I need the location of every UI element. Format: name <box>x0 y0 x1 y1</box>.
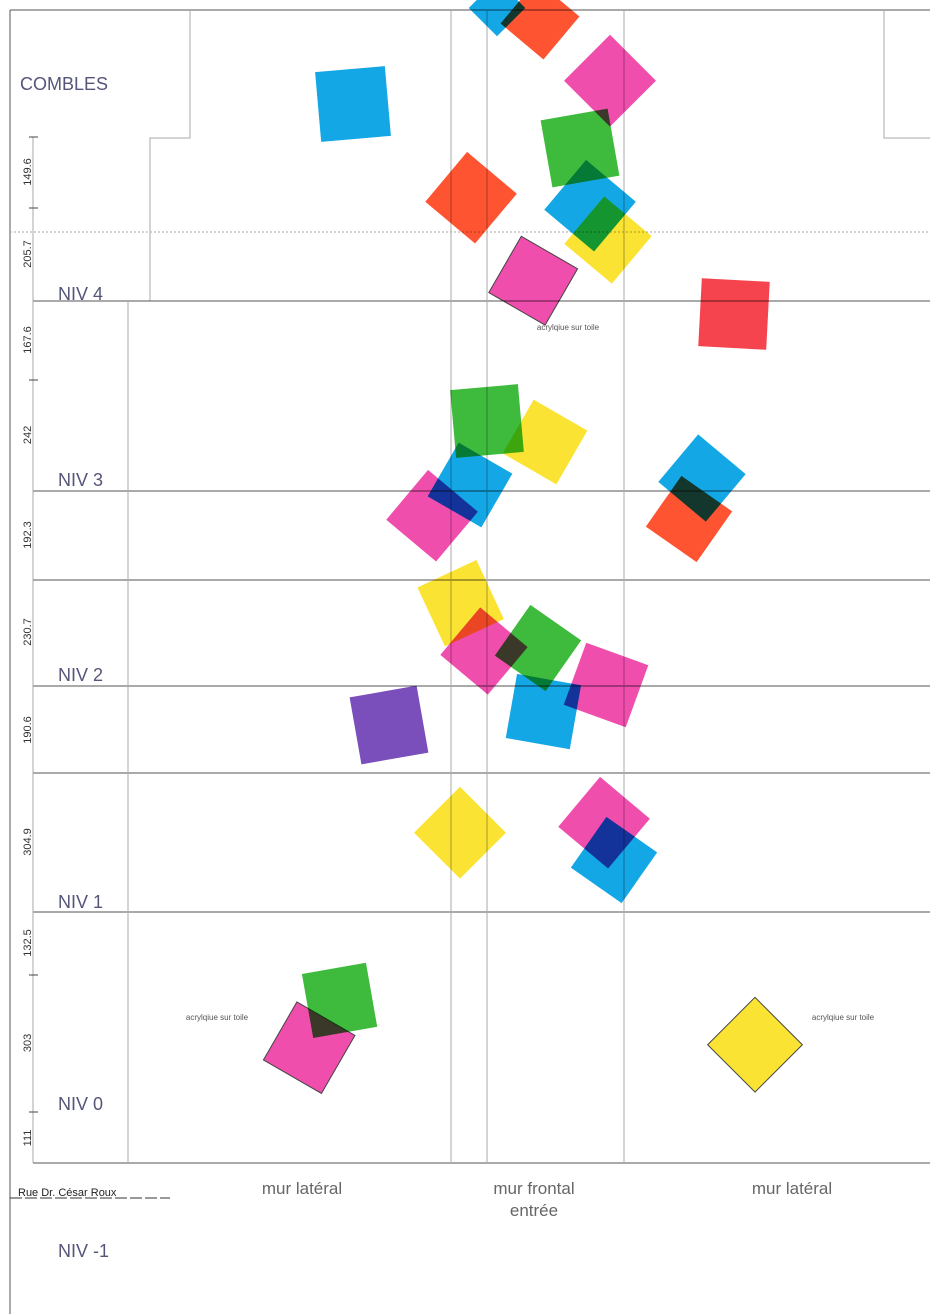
painting-squares <box>262 0 804 1095</box>
dimension-label: 205.7 <box>22 240 34 268</box>
level-label: NIV 4 <box>58 284 103 304</box>
dimension-label: 192.3 <box>22 521 34 549</box>
street-label: Rue Dr. César Roux <box>18 1187 117 1199</box>
dimension-label: 167.6 <box>22 326 34 354</box>
wall-label: mur latéral <box>262 1179 342 1198</box>
dimension-label: 304.9 <box>22 828 34 856</box>
dimension-label: 132.5 <box>22 929 34 957</box>
level-label: NIV 2 <box>58 665 103 685</box>
note: acrylqiue sur toile <box>812 1013 875 1022</box>
dimension-label: 303 <box>22 1034 34 1052</box>
dimension-label: 242 <box>22 426 34 444</box>
attic-label: COMBLES <box>20 74 108 94</box>
note: acrylqiue sur toile <box>186 1013 249 1022</box>
wall-label: mur frontal <box>493 1179 574 1198</box>
wall-sublabel: entrée <box>510 1201 558 1220</box>
level-label: NIV -1 <box>58 1241 109 1261</box>
dimension-label: 111 <box>22 1130 34 1147</box>
dimension-label: 149.6 <box>22 158 34 186</box>
dimension-label: 190.6 <box>22 716 34 744</box>
dimension-label: 230.7 <box>22 618 34 646</box>
level-label: NIV 1 <box>58 892 103 912</box>
level-label: NIV 0 <box>58 1094 103 1114</box>
wall-label: mur latéral <box>752 1179 832 1198</box>
level-label: NIV 3 <box>58 470 103 490</box>
note: acrylqiue sur toile <box>537 323 600 332</box>
